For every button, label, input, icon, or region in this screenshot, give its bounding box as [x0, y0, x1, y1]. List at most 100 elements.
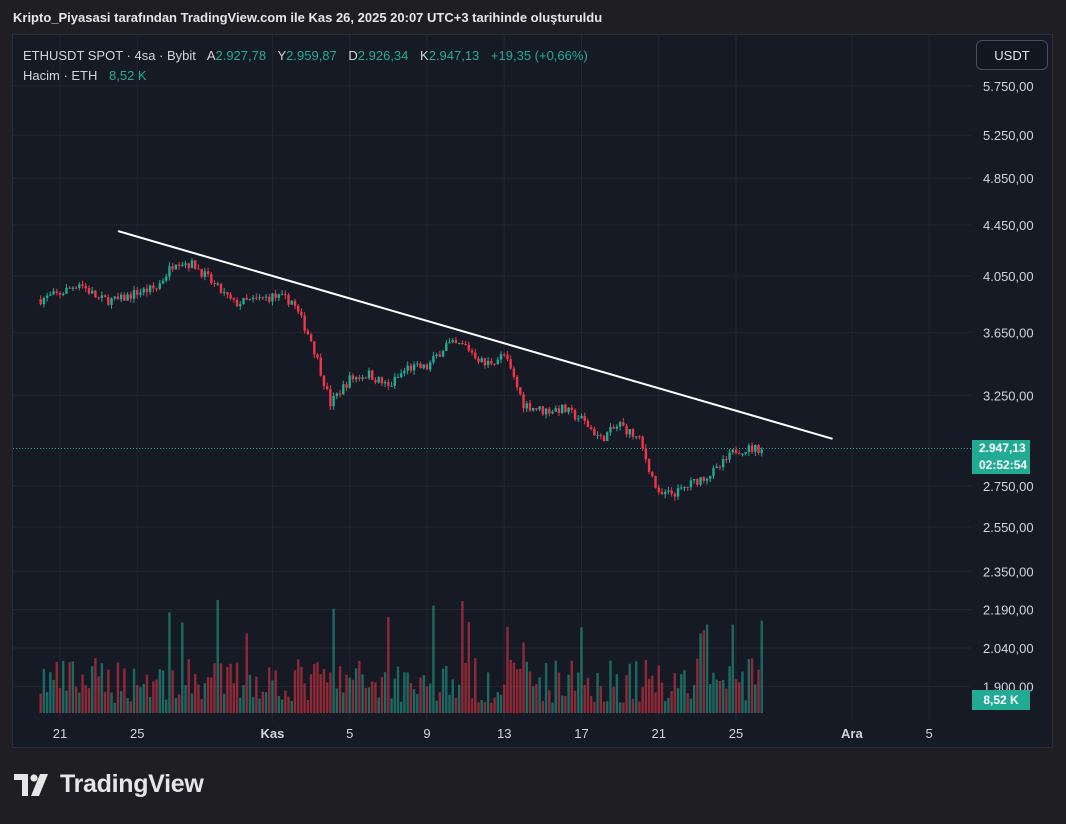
candle-body: [657, 487, 660, 492]
candle-body: [245, 297, 248, 300]
volume-bar: [55, 661, 58, 713]
currency-button[interactable]: USDT: [976, 40, 1048, 70]
candle-body: [467, 344, 471, 351]
candle-body: [239, 304, 242, 307]
volume-bar: [747, 659, 751, 713]
candle-body: [348, 375, 351, 388]
candle-body: [641, 436, 644, 449]
candle-body: [123, 294, 126, 301]
candle-body: [612, 427, 615, 429]
candle-body: [606, 432, 609, 442]
volume-bar: [593, 701, 596, 713]
candle-body: [332, 395, 335, 407]
ohlc-row: ETHUSDT SPOT · 4sa · Bybit A2.927,78 Y2.…: [23, 46, 588, 66]
candle-body: [692, 479, 696, 481]
volume-bar: [274, 670, 277, 713]
volume-bar: [235, 662, 239, 713]
candle-body: [374, 379, 377, 383]
volume-bar: [113, 702, 116, 713]
candle-body: [393, 377, 396, 386]
change-value: +19,35 (+0,66%): [490, 48, 588, 63]
volume-bar: [213, 663, 216, 713]
candle-body: [522, 394, 525, 409]
candle-body: [161, 280, 165, 284]
candle-body: [741, 453, 744, 455]
candle-body: [615, 426, 619, 429]
volume-bar: [480, 699, 483, 713]
volume-bar: [660, 682, 664, 713]
volume-bar: [470, 698, 474, 713]
candle-body: [515, 376, 519, 388]
candle-body: [441, 350, 445, 357]
candle-body: [622, 422, 625, 426]
volume-bar: [322, 669, 326, 713]
candle-body: [68, 287, 71, 289]
price-chart[interactable]: 5.750,00 5.250,00 4.850,00 4.450,00 4.050,00…: [13, 35, 1052, 747]
candle-body: [62, 293, 65, 295]
volume-bar: [181, 622, 184, 713]
volume-bar: [39, 693, 42, 713]
volume-bar: [155, 679, 158, 713]
volume-bar: [618, 702, 622, 713]
candle-body: [100, 295, 104, 298]
volume-bar: [190, 693, 194, 713]
volume-bar: [441, 668, 445, 713]
time-tick-label: 21: [53, 726, 67, 741]
volume-bar: [551, 702, 554, 713]
candle-body: [709, 475, 712, 479]
volume-bar: [136, 685, 139, 713]
candle-body: [235, 299, 239, 307]
candle-body: [602, 435, 606, 442]
candle-body: [364, 377, 368, 379]
candle-body: [676, 487, 680, 497]
candle-body: [680, 487, 683, 489]
symbol-label[interactable]: ETHUSDT SPOT · 4sa · Bybit: [23, 48, 196, 63]
volume-bar: [580, 627, 583, 713]
candle-body: [702, 477, 706, 481]
volume-bar: [335, 688, 339, 713]
volume-bar: [174, 698, 178, 713]
volume-bar: [258, 698, 261, 713]
candle-body: [229, 294, 232, 299]
price-tick-label: 2.750,00: [983, 479, 1034, 494]
volume-bar: [560, 695, 564, 713]
candle-body: [609, 427, 612, 433]
time-tick-label: Ara: [841, 726, 863, 741]
volume-bar: [515, 669, 519, 713]
candle-body: [560, 404, 564, 414]
trendline: [117, 230, 833, 440]
volume-bar: [396, 666, 400, 713]
candle-body: [132, 290, 136, 299]
candle-body: [258, 297, 261, 299]
volume-bar: [638, 701, 641, 713]
candle-body: [554, 408, 557, 412]
volume-bar: [635, 661, 638, 713]
chart-panel[interactable]: 5.750,00 5.250,00 4.850,00 4.450,00 4.050,00…: [12, 34, 1053, 748]
low-label: D: [348, 48, 358, 63]
volume-bar: [148, 696, 152, 713]
candle-body: [631, 429, 635, 437]
volume-bar: [615, 674, 619, 713]
volume-bar: [374, 682, 377, 713]
volume-bar: [599, 686, 602, 713]
volume-label[interactable]: Hacim · ETH: [23, 68, 98, 83]
candle-body: [760, 449, 763, 454]
volume-bar: [406, 672, 409, 713]
volume-bar: [229, 663, 232, 713]
volume-bar: [750, 658, 754, 713]
volume-bar: [210, 677, 213, 713]
volume-bar: [744, 700, 747, 713]
candle-body: [448, 342, 451, 344]
volume-bar: [284, 690, 287, 713]
candle-body: [271, 293, 274, 302]
volume-bar: [754, 684, 757, 713]
candle-body: [303, 315, 306, 331]
volume-bar: [464, 662, 467, 713]
volume-bar: [367, 687, 371, 713]
volume-bar: [589, 696, 593, 713]
volume-bar: [84, 685, 87, 713]
volume-bar: [222, 693, 226, 713]
volume-bar: [625, 675, 628, 713]
candle-body: [78, 284, 81, 288]
volume-bar: [49, 672, 52, 713]
